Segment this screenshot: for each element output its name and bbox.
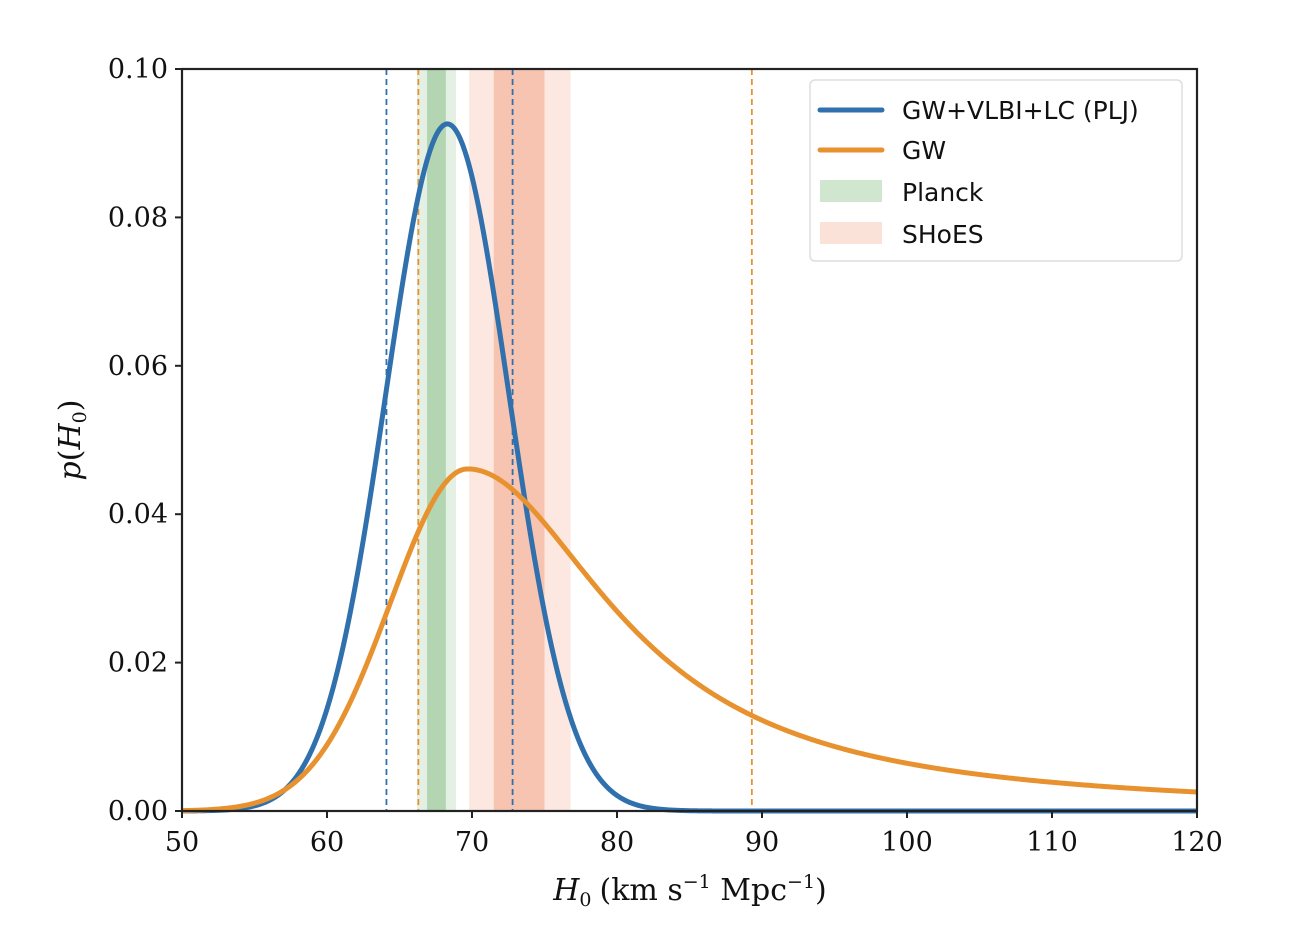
y-axis-ticks: 0.00 0.02 0.04 0.06 0.08 0.10 (108, 54, 182, 827)
x-axis-label: H0 (km s−1 Mpc−1) (552, 871, 827, 911)
y-tick-label-3: 0.06 (108, 351, 168, 382)
legend-patch-shoes (820, 222, 882, 244)
band-planck-inner (427, 69, 446, 811)
x-tick-label-6: 110 (1026, 827, 1078, 858)
y-axis-label-close: ) (53, 400, 88, 412)
legend: GW+VLBI+LC (PLJ) GW Planck SHoES (809, 79, 1183, 262)
x-tick-label-0: 50 (165, 827, 199, 858)
band-shoes-inner (493, 69, 545, 811)
x-tick-label-7: 120 (1171, 827, 1223, 858)
x-axis-label-unit-sup2: −1 (787, 871, 815, 893)
x-tick-label-3: 80 (600, 827, 634, 858)
x-axis-ticks: 50 60 70 80 90 100 110 120 (165, 811, 1223, 858)
legend-label-planck: Planck (902, 178, 984, 207)
legend-label-gw: GW (902, 136, 946, 165)
legend-label-shoes: SHoES (902, 220, 984, 249)
band-shoes-outer (469, 69, 571, 811)
y-tick-label-0: 0.00 (108, 796, 168, 827)
band-planck-outer (416, 69, 457, 811)
x-tick-label-4: 90 (745, 827, 779, 858)
x-tick-label-2: 70 (455, 827, 489, 858)
legend-label-gw-vlbi-lc: GW+VLBI+LC (PLJ) (902, 96, 1139, 125)
plot-frame (180, 67, 1199, 813)
y-axis-label-symbol: H (53, 423, 88, 451)
x-tick-label-1: 60 (310, 827, 344, 858)
x-axis-label-unit-mid: Mpc (711, 873, 787, 908)
bands-layer (416, 69, 571, 811)
legend-patch-planck (820, 180, 882, 202)
x-axis-label-unit-open: (km s (599, 873, 682, 908)
y-axis-label: p(H0) (53, 400, 91, 481)
legend-frame (809, 79, 1183, 262)
y-tick-label-4: 0.08 (108, 202, 168, 233)
y-axis-label-open: ( (53, 450, 88, 462)
x-axis-label-unit-sup1: −1 (683, 871, 711, 893)
x-axis-label-subscript: 0 (579, 889, 591, 911)
y-axis-label-subscript: 0 (69, 411, 91, 423)
y-tick-label-1: 0.02 (108, 648, 168, 679)
y-axis-label-p: p (53, 461, 88, 480)
x-axis-label-unit-close: ) (815, 873, 827, 908)
x-tick-label-5: 100 (881, 827, 933, 858)
x-axis-label-symbol: H (552, 873, 580, 908)
y-tick-label-2: 0.04 (108, 499, 168, 530)
y-tick-label-5: 0.10 (108, 54, 168, 85)
series-1-curve (180, 466, 1199, 814)
